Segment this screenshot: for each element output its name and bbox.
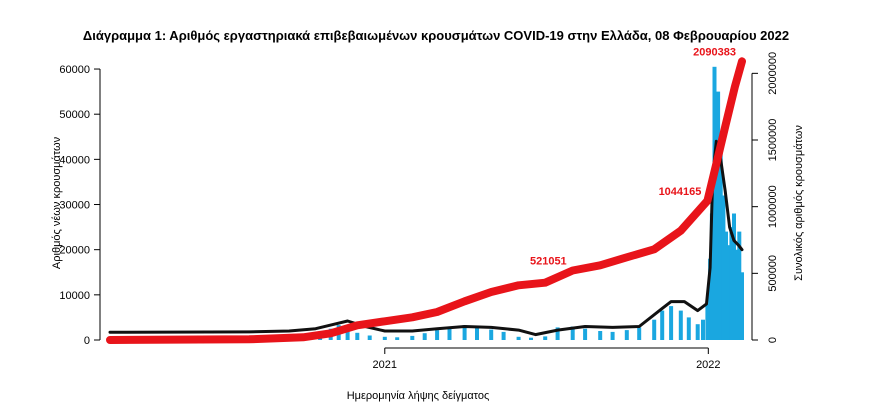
bar xyxy=(501,331,506,340)
bottom-tick-label: 2022 xyxy=(696,359,720,371)
bar xyxy=(345,327,350,340)
right-tick-label: 1500000 xyxy=(767,119,779,162)
left-tick-label: 40000 xyxy=(59,154,90,166)
bar xyxy=(395,337,400,340)
bar xyxy=(489,329,494,340)
left-tick-label: 0 xyxy=(84,335,90,347)
x-axis-label: Ημερομηνία λήψης δείγματος xyxy=(347,390,490,402)
bar xyxy=(435,330,440,340)
right-y-axis: 0 500000 1000000 1500000 2000000 xyxy=(751,52,779,343)
bar xyxy=(737,231,742,340)
right-tick-label: 2000000 xyxy=(767,52,779,95)
left-tick-label: 20000 xyxy=(59,245,90,257)
bar xyxy=(462,325,467,340)
bar xyxy=(701,319,705,340)
y-axis-label: Αριθμός νέων κρουσμάτων xyxy=(51,136,63,269)
right-tick-label: 0 xyxy=(767,337,779,343)
bar xyxy=(516,336,521,340)
bar xyxy=(740,272,744,340)
right-tick-label: 500000 xyxy=(767,255,779,292)
cumulative-line xyxy=(106,57,746,344)
cumulative-series xyxy=(106,57,746,344)
daily-bars xyxy=(124,66,744,341)
bar xyxy=(734,249,739,340)
bar xyxy=(355,332,360,340)
cumulative-callouts: 521051 1044165 2090383 xyxy=(530,46,736,267)
bar xyxy=(724,231,728,340)
bottom-tick-label: 2021 xyxy=(373,359,397,371)
right-tick-label: 1000000 xyxy=(767,185,779,228)
x-axis: 2021 2022 xyxy=(373,347,721,371)
bar xyxy=(652,319,657,340)
left-tick-label: 60000 xyxy=(59,64,90,76)
bar xyxy=(422,333,427,340)
bar xyxy=(705,303,710,340)
cumulative-callout: 2090383 xyxy=(693,46,736,58)
bar xyxy=(529,337,533,340)
left-y-axis: 0 10000 20000 30000 40000 50000 60000 xyxy=(59,64,101,347)
bar xyxy=(732,213,736,340)
moving-average-series xyxy=(108,139,744,337)
bar xyxy=(610,331,615,340)
left-tick-label: 30000 xyxy=(59,200,90,212)
bar xyxy=(729,227,734,340)
bar xyxy=(709,213,714,340)
bar xyxy=(637,327,642,340)
bar xyxy=(669,306,674,340)
bar xyxy=(726,245,731,340)
bar xyxy=(624,330,629,340)
cumulative-callout: 1044165 xyxy=(659,186,702,198)
cumulative-callout: 521051 xyxy=(530,256,567,268)
moving-average-line xyxy=(108,139,744,337)
bar xyxy=(382,336,387,340)
bar xyxy=(716,91,721,340)
bar xyxy=(712,66,717,341)
bar xyxy=(555,327,560,340)
bar xyxy=(410,335,415,340)
bar xyxy=(721,195,726,340)
bar xyxy=(695,324,700,340)
bar xyxy=(718,150,723,340)
left-tick-label: 10000 xyxy=(59,290,90,302)
left-tick-label: 50000 xyxy=(59,109,90,121)
bar xyxy=(475,326,479,340)
bar xyxy=(570,326,575,340)
bar xyxy=(678,310,683,340)
bar xyxy=(583,328,588,340)
bar xyxy=(686,317,691,340)
bar xyxy=(660,310,665,340)
chart-title: Διάγραμμα 1: Αριθμός εργαστηριακά επιβεβ… xyxy=(83,28,789,43)
bar xyxy=(543,336,548,340)
y2-axis-label: Συνολικός αριθμός κρουσμάτων xyxy=(793,125,805,281)
bar xyxy=(447,327,452,340)
bar xyxy=(598,331,603,340)
bar xyxy=(367,335,372,340)
